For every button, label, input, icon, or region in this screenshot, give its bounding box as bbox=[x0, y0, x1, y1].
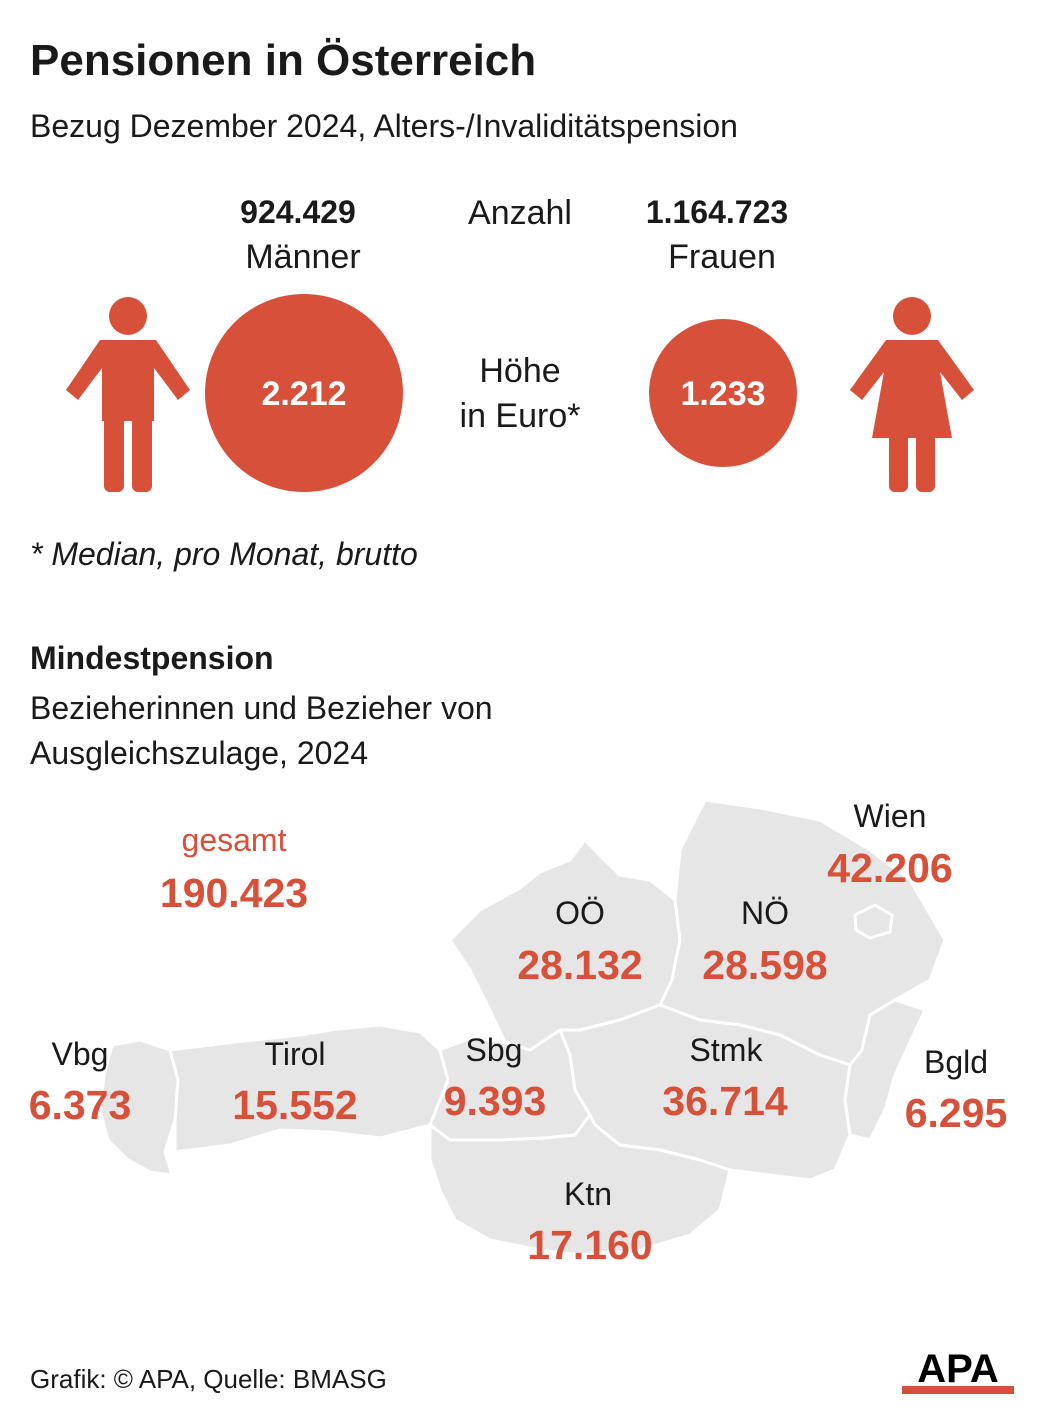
apa-logo: APA bbox=[902, 1347, 1014, 1394]
apa-logo-text: APA bbox=[917, 1347, 998, 1391]
region-value-stmk: 36.714 bbox=[662, 1078, 788, 1124]
region-value-sbg: 9.393 bbox=[443, 1078, 547, 1124]
region-label-wien: Wien bbox=[853, 798, 927, 834]
region-label-stmk: Stmk bbox=[689, 1032, 763, 1068]
footnote: * Median, pro Monat, brutto bbox=[30, 536, 418, 572]
region-label-ooe: OÖ bbox=[555, 895, 605, 931]
count-label: Anzahl bbox=[468, 194, 572, 232]
section-title: Mindestpension bbox=[30, 640, 274, 676]
men-median-value: 2.212 bbox=[261, 375, 346, 413]
women-median-value: 1.233 bbox=[680, 375, 765, 413]
region-value-ooe: 28.132 bbox=[517, 942, 643, 988]
page-subtitle: Bezug Dezember 2024, Alters-/Invalidität… bbox=[30, 108, 738, 144]
women-median-circle: 1.233 bbox=[649, 319, 797, 467]
men-count: 924.429 bbox=[240, 194, 356, 230]
region-label-vbg: Vbg bbox=[51, 1036, 109, 1072]
region-shape-wien bbox=[853, 903, 894, 940]
men-label: Männer bbox=[245, 238, 361, 276]
region-label-bgld: Bgld bbox=[923, 1044, 989, 1080]
men-median-circle: 2.212 bbox=[205, 294, 403, 492]
region-label-noe: NÖ bbox=[741, 895, 789, 931]
region-value-noe: 28.598 bbox=[702, 942, 828, 988]
region-value-bgld: 6.295 bbox=[904, 1090, 1008, 1136]
footer-credit: Grafik: © APA, Quelle: BMASG bbox=[30, 1364, 387, 1394]
man-icon bbox=[66, 297, 190, 492]
region-shape-bgld bbox=[843, 998, 927, 1142]
region-value-wien: 42.206 bbox=[827, 845, 953, 891]
region-value-tirol: 15.552 bbox=[232, 1082, 358, 1128]
region-label-ktn: Ktn bbox=[563, 1176, 613, 1212]
region-value-ktn: 17.160 bbox=[527, 1222, 653, 1268]
region-label-sbg: Sbg bbox=[465, 1032, 523, 1068]
region-value-vbg: 6.373 bbox=[28, 1082, 132, 1128]
page-title: Pensionen in Österreich bbox=[30, 36, 537, 85]
amount-label-line2: in Euro* bbox=[459, 397, 581, 435]
women-count: 1.164.723 bbox=[645, 194, 789, 230]
woman-icon bbox=[850, 297, 974, 492]
women-label: Frauen bbox=[668, 238, 776, 276]
region-shape-ktn bbox=[428, 1113, 732, 1257]
total-value: 190.423 bbox=[159, 870, 309, 916]
section-subtitle: Bezieherinnen und Bezieher von Ausgleich… bbox=[30, 690, 493, 771]
amount-label-line1: Höhe bbox=[479, 352, 561, 390]
total-label: gesamt bbox=[181, 822, 287, 858]
austria-map bbox=[98, 798, 947, 1257]
region-label-tirol: Tirol bbox=[264, 1036, 326, 1072]
